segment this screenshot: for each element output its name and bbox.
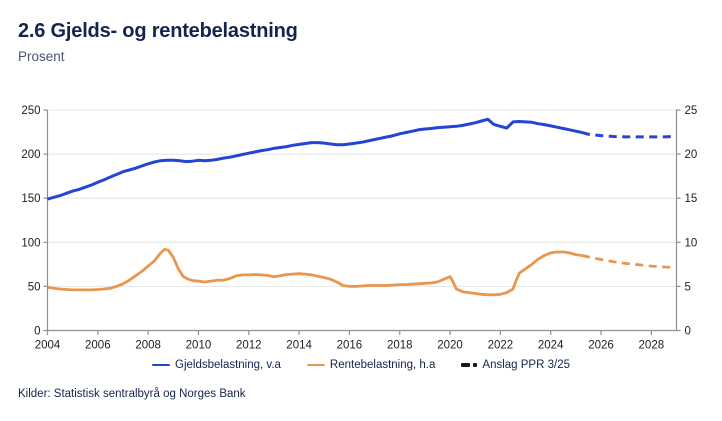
source-note: Kilder: Statistisk sentralbyrå og Norges…: [18, 388, 246, 400]
left-axis-tick-label: 50: [28, 281, 41, 293]
legend-label: Anslag PPR 3/25: [482, 359, 570, 371]
series-rentebelastning-anslag: [581, 254, 675, 269]
blue-line-icon: [152, 363, 170, 367]
x-axis-tick-label: 2010: [186, 340, 212, 352]
series-gjeldsbelastning-anslag: [581, 131, 675, 139]
right-axis-tick-label: 0: [685, 326, 691, 338]
x-axis-tick-label: 2016: [337, 340, 363, 352]
left-axis-tick-label: 150: [21, 193, 40, 205]
chart-legend: Gjeldsbelastning, v.a Rentebelastning, h…: [0, 359, 722, 371]
orange-line-icon: [306, 363, 325, 367]
x-axis-tick-label: 2012: [236, 340, 262, 352]
left-axis-tick-label: 0: [34, 326, 40, 338]
left-axis-tick-label: 250: [21, 105, 40, 117]
left-axis-tick-label: 200: [21, 149, 40, 161]
legend-label: Gjeldsbelastning, v.a: [175, 359, 281, 371]
dashed-line-icon: [461, 363, 478, 367]
right-axis-tick-label: 25: [685, 105, 698, 117]
page-title: 2.6 Gjelds- og rentebelastning: [18, 20, 298, 42]
x-axis-tick-label: 2022: [488, 340, 514, 352]
right-axis-tick-label: 15: [685, 193, 698, 205]
x-axis-tick-label: 2008: [135, 340, 161, 352]
x-axis-tick-label: 2028: [639, 340, 665, 352]
chart-subtitle: Prosent: [18, 49, 65, 64]
right-axis-tick-label: 10: [685, 237, 698, 249]
x-axis-tick-label: 2006: [85, 340, 111, 352]
x-axis-tick-label: 2020: [437, 340, 463, 352]
legend-item-rentebelastning: Rentebelastning, h.a: [306, 359, 436, 371]
x-axis-tick-label: 2014: [286, 340, 312, 352]
legend-label: Rentebelastning, h.a: [329, 359, 436, 371]
x-axis-tick-label: 2024: [538, 340, 564, 352]
series-gjeldsbelastning: [47, 117, 583, 201]
right-axis-tick-label: 20: [685, 149, 698, 161]
x-axis-tick-label: 2026: [588, 340, 614, 352]
x-axis-tick-label: 2018: [387, 340, 413, 352]
legend-item-gjeldsbelastning: Gjeldsbelastning, v.a: [152, 359, 281, 371]
right-axis-tick-label: 5: [685, 281, 691, 293]
series-rentebelastning: [47, 248, 583, 297]
left-axis-tick-label: 100: [21, 237, 40, 249]
legend-item-anslag: Anslag PPR 3/25: [461, 359, 570, 371]
x-axis-tick-label: 2004: [35, 340, 61, 352]
